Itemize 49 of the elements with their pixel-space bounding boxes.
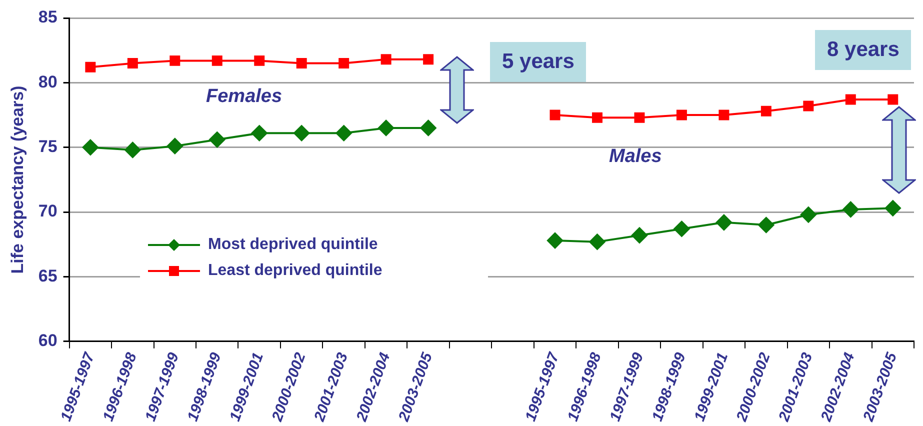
point <box>550 110 560 120</box>
point <box>82 139 98 156</box>
point <box>592 112 602 123</box>
y-tick-label: 60 <box>38 331 58 350</box>
point <box>294 125 310 142</box>
point <box>336 125 352 142</box>
point <box>845 94 856 105</box>
y-tick-label: 85 <box>38 8 58 27</box>
point <box>884 200 901 216</box>
point <box>888 94 898 105</box>
point <box>380 54 392 65</box>
point <box>209 132 226 148</box>
point <box>251 125 268 142</box>
annotation: Males <box>609 146 662 168</box>
point <box>631 227 648 244</box>
point <box>674 220 690 237</box>
point <box>758 217 774 233</box>
point <box>254 55 265 66</box>
point <box>800 206 816 223</box>
y-tick-label: 75 <box>38 137 58 156</box>
point <box>589 234 606 250</box>
point <box>166 138 183 154</box>
point <box>378 120 394 136</box>
point <box>420 120 436 136</box>
annotation: 5 years <box>490 42 586 82</box>
point <box>124 142 141 158</box>
point <box>718 110 730 120</box>
point <box>212 55 222 66</box>
y-tick-label: 80 <box>38 72 58 92</box>
point <box>760 106 772 116</box>
point <box>716 214 732 230</box>
point <box>127 58 138 69</box>
legend-label: Most deprived quintile <box>208 236 378 254</box>
point <box>296 58 307 69</box>
point <box>547 232 564 249</box>
point <box>85 62 96 72</box>
point <box>842 201 859 218</box>
annotation: Females <box>206 86 282 108</box>
point <box>634 112 645 123</box>
point <box>676 110 687 120</box>
point <box>423 54 434 65</box>
point <box>803 100 814 112</box>
y-tick-label: 65 <box>38 266 58 286</box>
y-tick-label: 70 <box>38 202 58 221</box>
y-axis-title: Life expectancy (years) <box>8 86 27 274</box>
legend-label: Least deprived quintile <box>208 262 382 280</box>
point <box>338 58 350 69</box>
point <box>170 55 180 66</box>
annotation: 8 years <box>815 30 912 70</box>
